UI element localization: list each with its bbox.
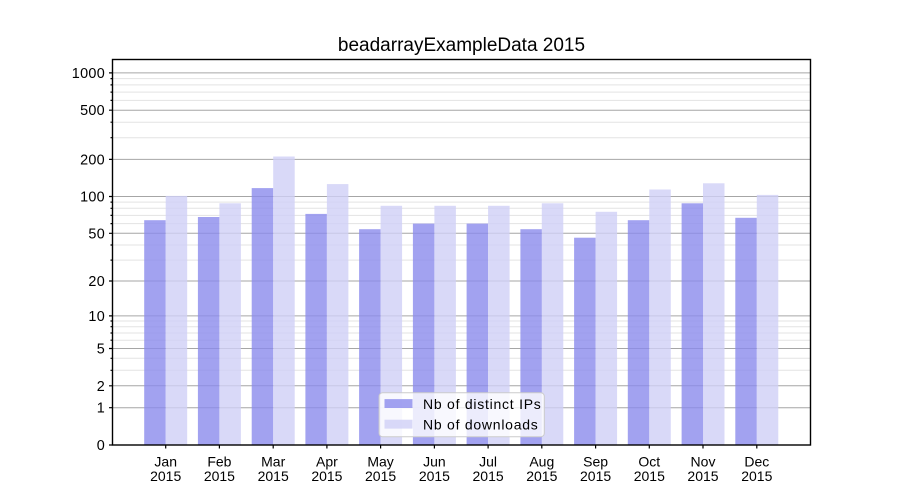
svg-text:Nb of downloads: Nb of downloads xyxy=(423,417,539,433)
svg-text:2: 2 xyxy=(97,379,105,395)
svg-text:2015: 2015 xyxy=(258,468,289,484)
svg-text:2015: 2015 xyxy=(473,468,504,484)
svg-text:Apr: Apr xyxy=(316,454,338,470)
svg-text:2015: 2015 xyxy=(526,468,557,484)
svg-text:500: 500 xyxy=(80,103,105,119)
svg-text:Jun: Jun xyxy=(423,454,446,470)
svg-text:2015: 2015 xyxy=(311,468,342,484)
svg-text:2015: 2015 xyxy=(150,468,181,484)
svg-text:Nb of distinct IPs: Nb of distinct IPs xyxy=(423,396,542,412)
svg-text:5: 5 xyxy=(97,342,105,358)
svg-text:0: 0 xyxy=(97,438,105,454)
svg-text:Nov: Nov xyxy=(691,454,716,470)
svg-text:Dec: Dec xyxy=(744,454,769,470)
svg-text:20: 20 xyxy=(88,274,105,290)
svg-text:2015: 2015 xyxy=(741,468,772,484)
svg-text:2015: 2015 xyxy=(634,468,665,484)
svg-text:Jan: Jan xyxy=(154,454,177,470)
svg-text:Jul: Jul xyxy=(479,454,497,470)
svg-text:2015: 2015 xyxy=(365,468,396,484)
svg-text:Oct: Oct xyxy=(638,454,660,470)
svg-text:2015: 2015 xyxy=(687,468,718,484)
svg-text:50: 50 xyxy=(88,226,105,242)
svg-text:100: 100 xyxy=(80,190,105,206)
svg-text:Mar: Mar xyxy=(261,454,285,470)
svg-text:beadarrayExampleData 2015: beadarrayExampleData 2015 xyxy=(338,35,585,56)
svg-text:1: 1 xyxy=(97,401,105,417)
svg-text:Feb: Feb xyxy=(207,454,231,470)
svg-text:May: May xyxy=(367,454,393,470)
svg-text:2015: 2015 xyxy=(419,468,450,484)
svg-text:2015: 2015 xyxy=(204,468,235,484)
svg-text:1000: 1000 xyxy=(72,66,105,82)
svg-text:2015: 2015 xyxy=(580,468,611,484)
svg-text:10: 10 xyxy=(88,309,105,325)
svg-text:200: 200 xyxy=(80,152,105,168)
svg-text:Sep: Sep xyxy=(583,454,608,470)
svg-text:Aug: Aug xyxy=(529,454,554,470)
